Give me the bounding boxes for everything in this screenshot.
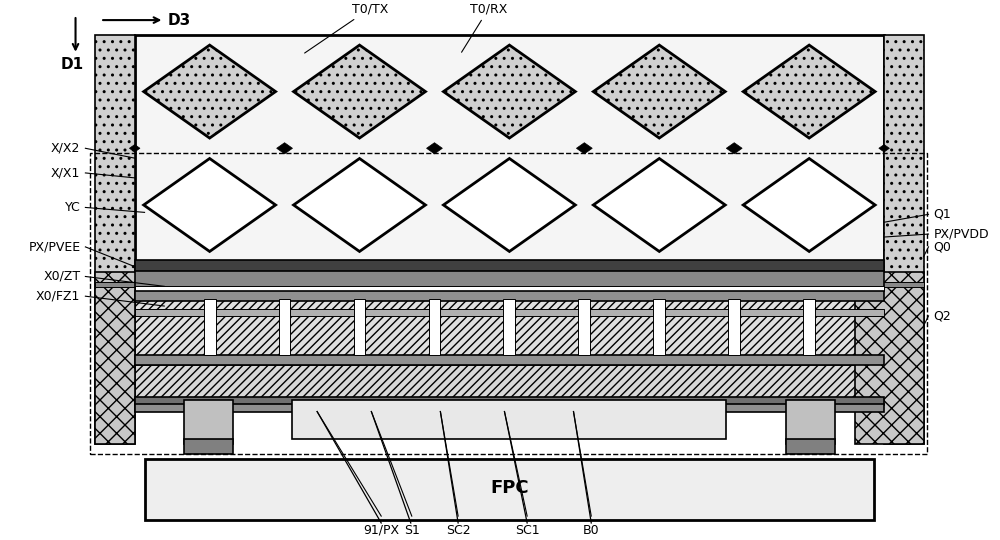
Text: T0/TX: T0/TX xyxy=(305,2,388,53)
Bar xyxy=(653,299,665,355)
Polygon shape xyxy=(726,143,742,154)
Text: SC1: SC1 xyxy=(515,524,539,537)
Text: D1: D1 xyxy=(61,57,84,72)
Bar xyxy=(135,271,884,287)
Bar xyxy=(135,365,884,400)
Text: SC2: SC2 xyxy=(446,524,470,537)
Polygon shape xyxy=(443,158,575,252)
Bar xyxy=(135,35,884,262)
Bar xyxy=(184,439,233,454)
Bar xyxy=(728,299,740,355)
Bar xyxy=(135,261,884,268)
Bar xyxy=(95,35,135,444)
Polygon shape xyxy=(593,45,725,138)
Bar xyxy=(135,397,884,404)
Bar xyxy=(884,35,924,444)
Text: X/X2: X/X2 xyxy=(51,142,80,155)
Bar xyxy=(805,282,924,287)
Bar xyxy=(135,260,884,272)
Text: X0/FZ1: X0/FZ1 xyxy=(36,289,80,303)
Polygon shape xyxy=(294,45,425,138)
Polygon shape xyxy=(743,45,875,138)
Text: X0/ZT: X0/ZT xyxy=(43,270,80,283)
Text: PX/PVEE: PX/PVEE xyxy=(28,240,80,253)
Text: FPC: FPC xyxy=(490,480,529,497)
Polygon shape xyxy=(593,158,725,252)
Bar xyxy=(135,309,884,316)
Text: YC: YC xyxy=(65,201,80,214)
Text: Q0: Q0 xyxy=(933,240,951,253)
Bar xyxy=(145,459,874,520)
Polygon shape xyxy=(144,45,276,138)
Bar xyxy=(292,400,726,439)
Polygon shape xyxy=(805,272,924,444)
Bar xyxy=(90,153,927,454)
Bar xyxy=(786,400,835,444)
Bar xyxy=(135,291,884,301)
Bar xyxy=(184,400,233,444)
Polygon shape xyxy=(879,145,889,152)
Text: B0: B0 xyxy=(583,524,600,537)
Bar xyxy=(135,355,884,365)
Polygon shape xyxy=(144,158,276,252)
Polygon shape xyxy=(427,143,442,154)
Polygon shape xyxy=(129,145,140,152)
Bar xyxy=(279,299,290,355)
Text: T0/RX: T0/RX xyxy=(462,2,507,52)
Polygon shape xyxy=(277,143,292,154)
Bar xyxy=(135,291,884,365)
Bar xyxy=(135,404,884,411)
Text: Q2: Q2 xyxy=(933,309,951,322)
Bar xyxy=(354,299,365,355)
Polygon shape xyxy=(743,158,875,252)
Text: PX/PVDD: PX/PVDD xyxy=(933,227,989,240)
Text: S1: S1 xyxy=(404,524,420,537)
Bar xyxy=(429,299,440,355)
Polygon shape xyxy=(294,158,425,252)
Bar xyxy=(786,439,835,454)
Bar xyxy=(803,299,815,355)
Text: X/X1: X/X1 xyxy=(51,166,80,179)
Bar xyxy=(95,282,184,287)
Polygon shape xyxy=(95,272,184,444)
Bar xyxy=(204,299,216,355)
Text: D3: D3 xyxy=(167,12,190,28)
Polygon shape xyxy=(576,143,592,154)
Bar xyxy=(578,299,590,355)
Text: Q1: Q1 xyxy=(933,208,951,221)
Text: 91/PX: 91/PX xyxy=(363,524,399,537)
Bar xyxy=(135,286,884,291)
Polygon shape xyxy=(443,45,575,138)
Bar xyxy=(503,299,515,355)
